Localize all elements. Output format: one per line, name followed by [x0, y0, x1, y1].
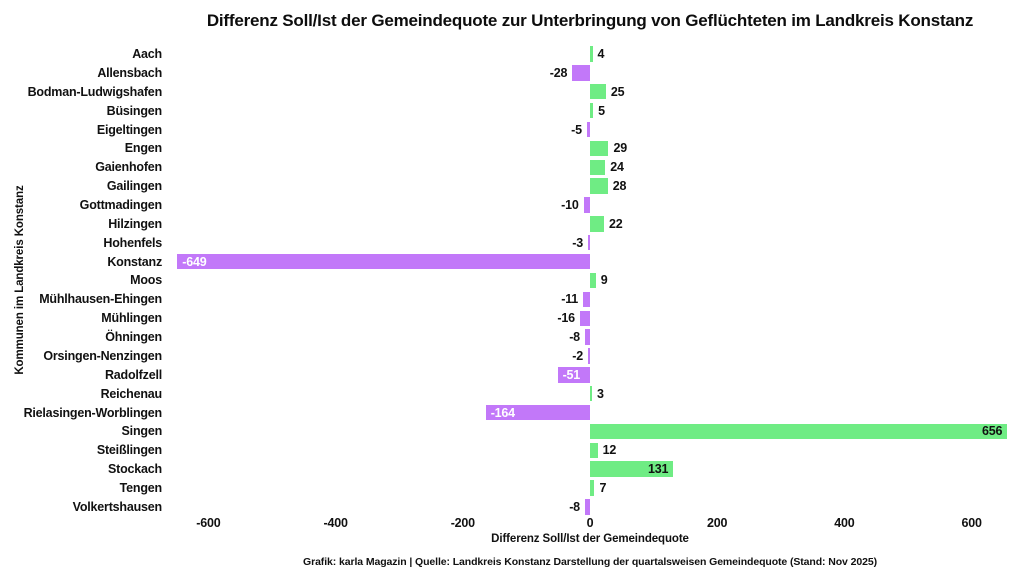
category-label: Tengen: [119, 481, 163, 496]
value-label: -11: [561, 292, 579, 307]
category-label: Gailingen: [106, 179, 162, 194]
x-tick-label: 0: [586, 516, 594, 530]
bar: [588, 235, 590, 251]
category-label: Radolfzell: [104, 367, 162, 382]
value-label: 131: [648, 462, 669, 477]
value-label: 3: [597, 386, 604, 401]
bar: [177, 253, 590, 270]
bar: [590, 272, 596, 289]
bar: [590, 480, 595, 496]
bar: [590, 442, 598, 458]
category-label: Stockach: [108, 462, 162, 477]
bar: [557, 367, 590, 383]
value-label: 4: [597, 47, 605, 62]
x-tick-label: -400: [323, 516, 348, 530]
bar: [586, 121, 590, 138]
value-label: 656: [981, 424, 1003, 439]
value-label: 12: [602, 443, 617, 458]
category-label: Volkertshausen: [72, 499, 163, 514]
category-label: Aach: [132, 47, 162, 62]
value-label: 25: [610, 84, 625, 99]
value-label: 24: [610, 160, 624, 175]
category-label: Büsingen: [106, 103, 163, 118]
category-label: Allensbach: [97, 65, 162, 80]
bar: [584, 329, 590, 345]
value-label: -51: [562, 367, 581, 382]
bar: [590, 140, 609, 157]
category-label: Singen: [121, 424, 163, 439]
category-label: Orsingen-Nenzingen: [43, 348, 162, 363]
category-label: Konstanz: [107, 254, 162, 269]
value-label: -8: [569, 330, 580, 345]
value-label: -164: [490, 405, 515, 420]
bar: [590, 159, 606, 175]
category-label: Mühlingen: [101, 311, 162, 326]
category-label: Bodman-Ludwigshafen: [27, 84, 163, 99]
value-label: 7: [599, 481, 607, 496]
bar: [584, 499, 590, 515]
category-label: Gottmadingen: [79, 197, 163, 212]
bar: [590, 178, 608, 194]
bar: [588, 348, 590, 364]
value-label: 9: [600, 273, 608, 288]
bar: [583, 197, 590, 213]
category-label: Reichenau: [100, 386, 163, 401]
x-tick-label: 600: [961, 516, 982, 530]
bar: [590, 385, 592, 402]
value-label: -2: [572, 348, 583, 363]
category-label: Mühlhausen-Ehingen: [39, 292, 162, 307]
bar: [583, 291, 590, 308]
bar: [590, 102, 594, 119]
bar: [579, 310, 590, 326]
bar: [572, 65, 590, 81]
category-label: Öhningen: [105, 330, 162, 345]
value-label: 28: [612, 179, 627, 194]
value-label: -28: [549, 65, 568, 80]
category-label: Moos: [130, 273, 162, 288]
x-tick-label: 400: [834, 516, 855, 530]
bar: [590, 84, 606, 100]
footer-credit: Grafik: karla Magazin | Quelle: Landkrei…: [303, 556, 877, 568]
bar: [590, 216, 604, 232]
bar: [590, 461, 674, 477]
bar: [590, 423, 1008, 440]
category-label: Steißlingen: [96, 443, 162, 458]
value-label: -649: [182, 254, 207, 269]
chart-title: Differenz Soll/Ist der Gemeindequote zur…: [206, 11, 974, 30]
x-axis-title: Differenz Soll/Ist der Gemeindequote: [491, 533, 689, 545]
value-label: -10: [561, 197, 579, 212]
category-label: Gaienhofen: [95, 160, 162, 175]
x-tick-label: -200: [450, 516, 475, 530]
bar: [590, 46, 593, 62]
category-label: Hohenfels: [103, 235, 162, 250]
category-label: Rielasingen-Worblingen: [23, 405, 163, 420]
category-label: Engen: [124, 141, 162, 156]
value-label: -5: [571, 122, 582, 137]
value-label: 5: [598, 103, 605, 118]
category-label: Eigeltingen: [96, 122, 162, 137]
bar: [485, 404, 590, 421]
value-label: -8: [569, 499, 580, 514]
x-tick-label: 200: [707, 516, 728, 530]
value-label: 29: [613, 141, 627, 156]
value-label: -16: [557, 311, 575, 326]
x-tick-label: -600: [196, 516, 221, 530]
category-label: Hilzingen: [108, 216, 162, 231]
value-label: 22: [608, 216, 623, 231]
value-label: -3: [572, 235, 583, 250]
